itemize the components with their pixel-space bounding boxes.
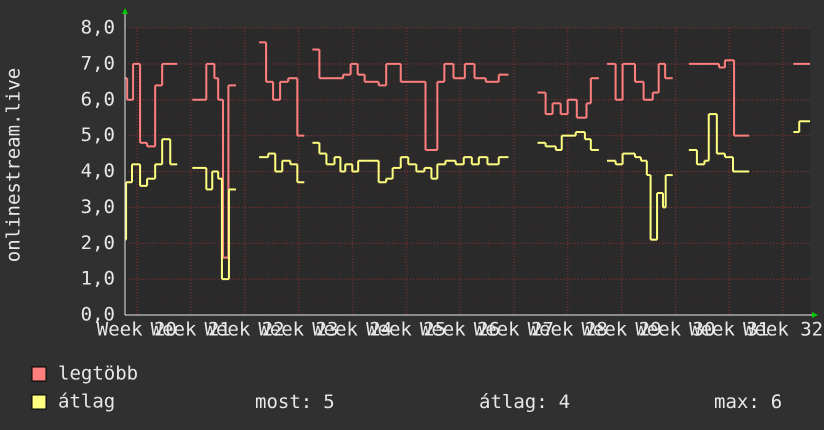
legend: legtöbb átlag most: 5 átlag: 4 max: 6 [31,363,782,413]
legend-label: legtöbb [58,363,138,385]
y-tick-label: 3,0 [81,196,115,218]
x-tick-label: Week 21 [151,319,231,341]
y-tick-label: 6,0 [81,88,115,110]
y-tick-label: 0,0 [81,304,115,326]
y-tick-label: 1,0 [81,268,115,290]
y-tick-label: 2,0 [81,232,115,254]
x-tick-label: Week 32 [743,319,823,341]
x-tick-label: Week 20 [97,319,177,341]
stat: most: 5 [255,391,335,413]
stat-value: 6 [771,391,782,413]
x-arrow [812,312,818,318]
x-tick-label: Week 28 [528,319,608,341]
stat-value: 5 [323,391,334,413]
x-tick-label: Week 27 [474,319,554,341]
x-tick-label: Week 25 [366,319,446,341]
x-tick-label: Week 23 [258,319,338,341]
stat-value: 4 [559,391,570,413]
x-tick-label: Week 26 [420,319,500,341]
lines [125,41,810,281]
stat: átlag: 4 [479,391,570,413]
stat-label: átlag: [479,391,548,413]
y-tick-label: 8,0 [81,17,115,39]
y-tick-label: 4,0 [81,160,115,182]
legend-label: átlag [58,391,115,413]
x-tick-label: Week 22 [205,319,285,341]
x-tick-label: Week 29 [581,319,661,341]
x-tick-label: Week 30 [635,319,715,341]
stat-label: max: [714,391,760,413]
y-tick-label: 5,0 [81,124,115,146]
stat-label: most: [255,391,312,413]
legend-swatch [31,366,47,382]
y-arrow [122,8,128,14]
x-tick-label: Week 24 [312,319,392,341]
y-axis-label: onlinestream.live [3,68,25,262]
x-tick-label: Week 31 [689,319,769,341]
legend-swatch [31,394,47,410]
y-tick-label: 7,0 [81,52,115,74]
stat: max: 6 [714,391,782,413]
